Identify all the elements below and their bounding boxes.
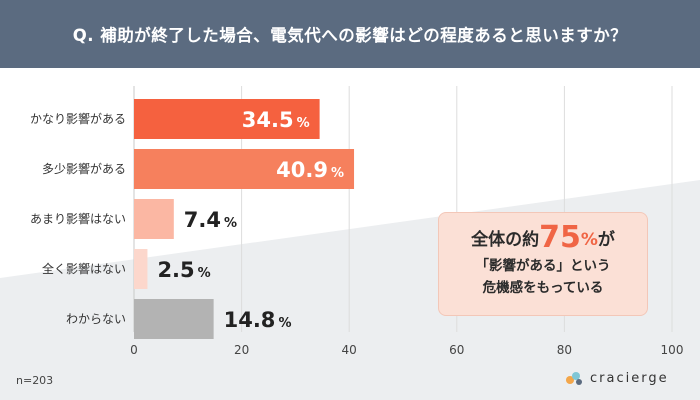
bar bbox=[134, 99, 320, 139]
callout-prefix: 全体の約 bbox=[471, 230, 540, 250]
bar bbox=[134, 249, 148, 289]
value-label: 14.8% bbox=[224, 308, 292, 332]
callout-line-1: 全体の約75%が bbox=[439, 223, 647, 255]
callout-number: 75 bbox=[539, 220, 581, 255]
x-tick-label: 0 bbox=[130, 343, 138, 357]
brand-icon bbox=[566, 372, 582, 385]
x-tick-label: 80 bbox=[557, 343, 572, 357]
x-tick-label: 100 bbox=[661, 343, 684, 357]
bar bbox=[134, 299, 214, 339]
question-text: Q. 補助が終了した場合、電気代への影響はどの程度あると思いますか？ bbox=[72, 26, 628, 45]
category-label: あまり影響はない bbox=[30, 211, 126, 226]
sample-size: n=203 bbox=[16, 374, 54, 387]
x-tick-label: 40 bbox=[342, 343, 357, 357]
chart-title-bar: Q. 補助が終了した場合、電気代への影響はどの程度あると思いますか？ bbox=[0, 0, 700, 68]
value-label: 7.4% bbox=[184, 208, 237, 232]
value-label: 34.5% bbox=[242, 108, 310, 132]
value-label: 40.9% bbox=[276, 158, 344, 182]
bar bbox=[134, 199, 174, 239]
x-tick-label: 60 bbox=[449, 343, 464, 357]
category-label: 全く影響はない bbox=[42, 261, 126, 276]
bar bbox=[134, 149, 355, 189]
category-label: かなり影響がある bbox=[30, 111, 126, 126]
brand-name: cracierge bbox=[590, 370, 669, 386]
summary-callout: 全体の約75%が 「影響がある」という 危機感をもっている bbox=[438, 212, 648, 316]
callout-line-2: 「影響がある」という bbox=[475, 258, 611, 274]
brand-logo: cracierge bbox=[564, 370, 669, 386]
callout-suffix: が bbox=[597, 230, 615, 250]
category-label: 多少影響がある bbox=[42, 161, 126, 176]
category-label: わからない bbox=[66, 312, 126, 326]
x-tick-label: 20 bbox=[234, 343, 249, 357]
callout-line-3: 危機感をもっている bbox=[482, 280, 604, 296]
value-label: 2.5% bbox=[157, 258, 210, 282]
callout-percent: % bbox=[580, 230, 598, 250]
